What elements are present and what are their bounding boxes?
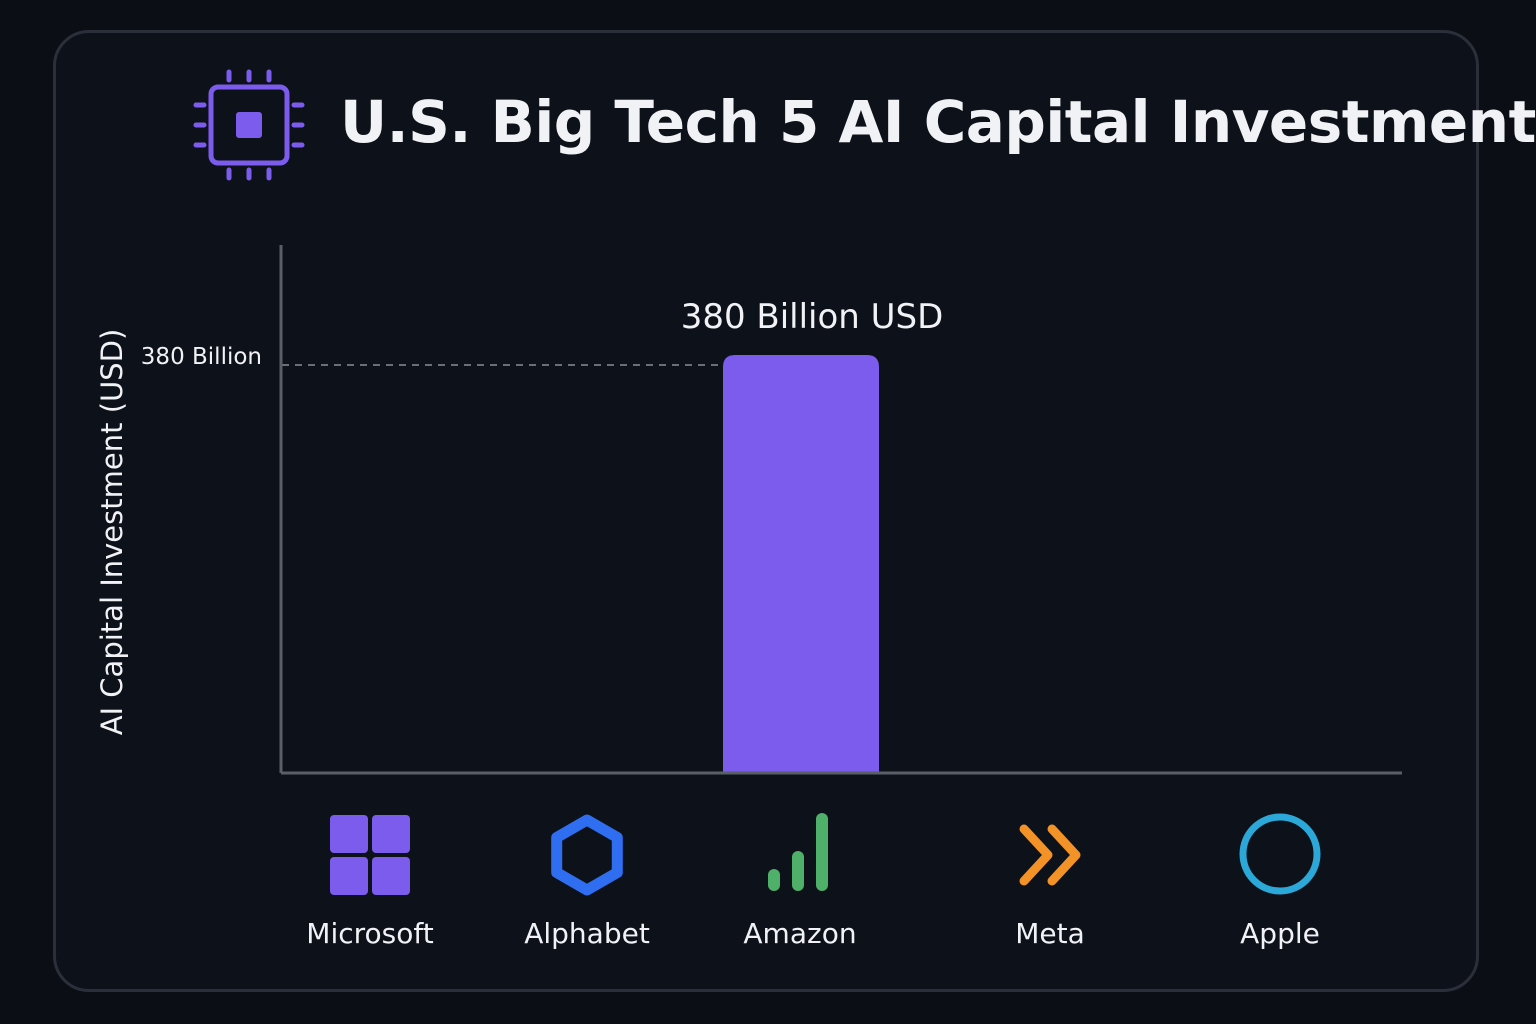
hexagon-icon <box>551 814 623 896</box>
category-meta: Meta <box>1015 824 1085 950</box>
category-amazon: Amazon <box>743 813 857 950</box>
microsoft-icon <box>330 815 410 895</box>
x-tick-label: Apple <box>1240 917 1320 950</box>
y-axis-label: AI Capital Investment (USD) <box>95 329 129 736</box>
double-chevron-icon <box>1019 824 1081 886</box>
page-title: U.S. Big Tech 5 AI Capital Investment <box>340 88 1536 156</box>
x-tick-label: Amazon <box>743 917 856 950</box>
category-microsoft: Microsoft <box>306 815 434 950</box>
ring-icon <box>1239 813 1321 895</box>
category-apple: Apple <box>1239 813 1321 950</box>
category-alphabet: Alphabet <box>524 814 650 950</box>
bar-value-label: 380 Billion USD <box>681 297 944 337</box>
bar-amazon <box>723 355 879 773</box>
cpu-chip-icon <box>193 69 305 181</box>
y-tick-label: 380 Billion <box>141 344 262 370</box>
x-tick-label: Meta <box>1015 917 1085 950</box>
bars-icon <box>768 813 828 891</box>
x-tick-label: Microsoft <box>306 917 433 950</box>
x-tick-label: Alphabet <box>524 917 650 950</box>
header: U.S. Big Tech 5 AI Capital Investment <box>0 0 1536 200</box>
